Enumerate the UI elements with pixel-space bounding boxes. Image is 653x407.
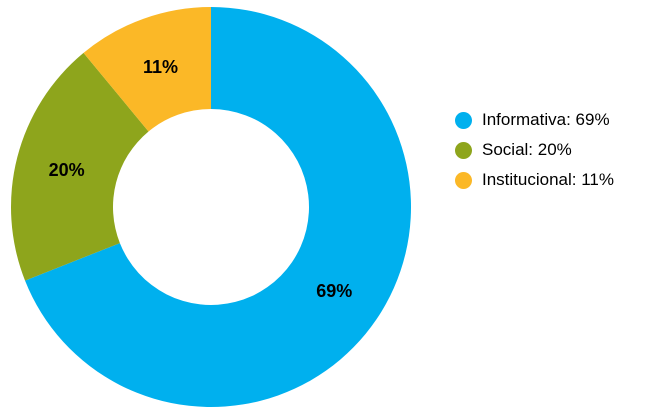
- legend-item-social: Social: 20%: [455, 135, 614, 165]
- legend-swatch-informativa: [455, 111, 472, 129]
- slice-label-social: 20%: [49, 160, 85, 180]
- legend-label-social: Social: 20%: [482, 140, 572, 159]
- legend-swatch-social: [455, 141, 472, 159]
- slice-label-institucional: 11%: [143, 57, 178, 77]
- slice-institucional: [83, 7, 211, 132]
- slice-informativa: [25, 7, 411, 407]
- slice-label-informativa: 69%: [316, 281, 352, 301]
- labels-group: 69% 20% 11%: [49, 57, 353, 301]
- legend-label-informativa: Informativa: 69%: [482, 110, 610, 129]
- legend-item-institucional: Institucional: 11%: [455, 165, 614, 195]
- slice-social: [11, 52, 149, 281]
- donut-chart: 69% 20% 11%: [11, 7, 411, 407]
- legend-label-institucional: Institucional: 11%: [482, 170, 614, 189]
- slices-group: [11, 7, 411, 407]
- legend: Informativa: 69% Social: 20% Institucion…: [455, 105, 614, 195]
- legend-item-informativa: Informativa: 69%: [455, 105, 614, 135]
- legend-swatch-institucional: [455, 171, 472, 189]
